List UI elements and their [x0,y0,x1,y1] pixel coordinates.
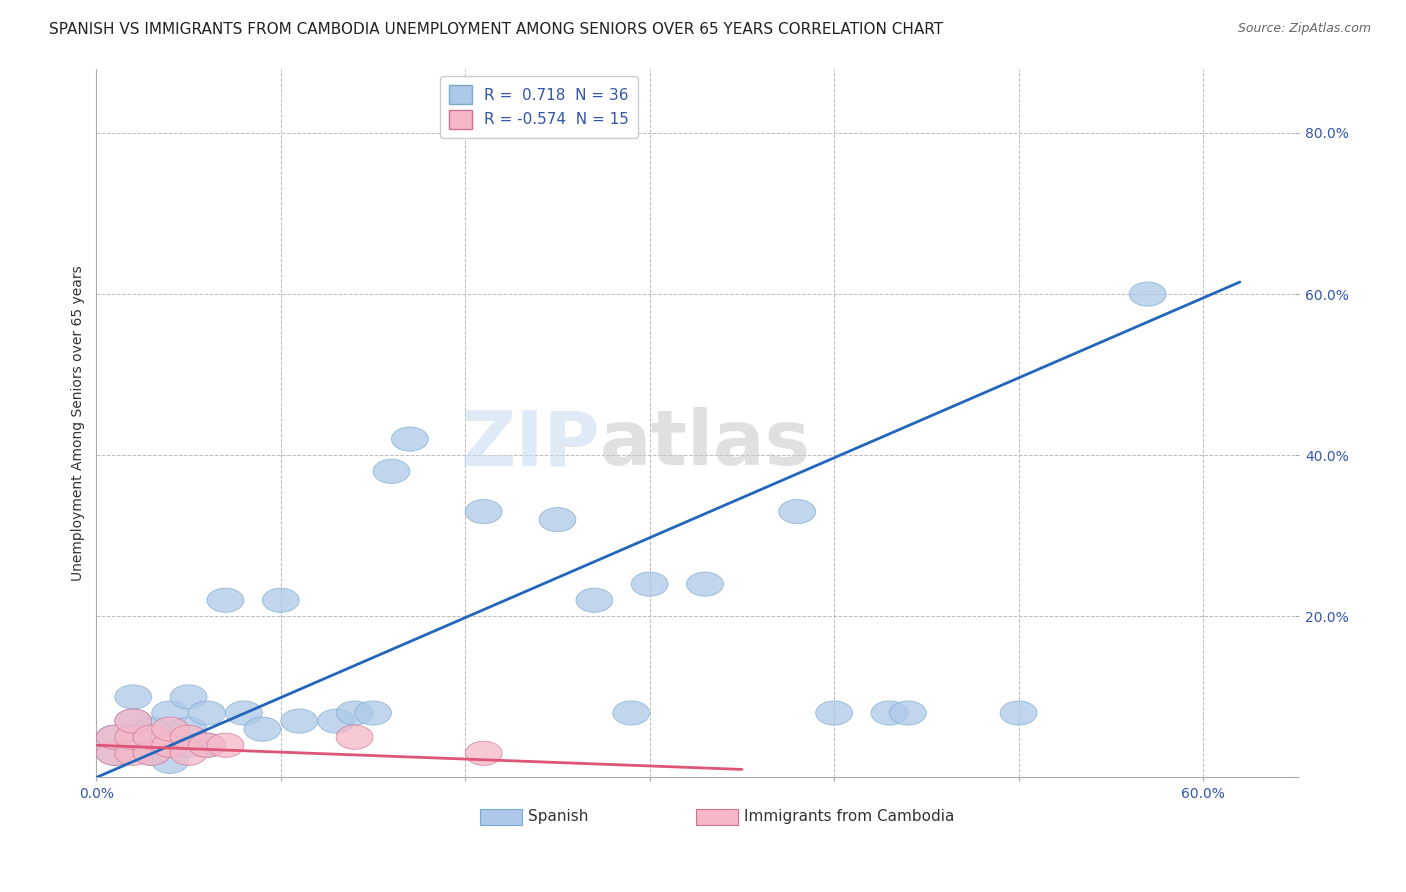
Ellipse shape [134,725,170,749]
Ellipse shape [134,741,170,765]
Text: ZIP: ZIP [460,408,600,482]
Ellipse shape [152,749,188,773]
Ellipse shape [134,741,170,765]
Ellipse shape [170,685,207,709]
Ellipse shape [152,733,188,757]
Ellipse shape [152,717,188,741]
Ellipse shape [318,709,354,733]
Ellipse shape [152,701,188,725]
Ellipse shape [170,725,207,749]
Ellipse shape [134,717,170,741]
Ellipse shape [115,709,152,733]
Ellipse shape [631,572,668,596]
Ellipse shape [1129,282,1166,306]
Text: Spanish: Spanish [527,809,588,824]
Text: atlas: atlas [600,408,811,482]
Ellipse shape [815,701,852,725]
Ellipse shape [465,500,502,524]
Ellipse shape [115,709,152,733]
Ellipse shape [243,717,281,741]
Legend: R =  0.718  N = 36, R = -0.574  N = 15: R = 0.718 N = 36, R = -0.574 N = 15 [440,76,638,138]
Ellipse shape [538,508,576,532]
Ellipse shape [188,701,225,725]
Ellipse shape [170,717,207,741]
Ellipse shape [336,701,373,725]
Ellipse shape [576,588,613,612]
Ellipse shape [779,500,815,524]
Ellipse shape [870,701,908,725]
FancyBboxPatch shape [479,809,522,825]
Text: SPANISH VS IMMIGRANTS FROM CAMBODIA UNEMPLOYMENT AMONG SENIORS OVER 65 YEARS COR: SPANISH VS IMMIGRANTS FROM CAMBODIA UNEM… [49,22,943,37]
Text: Immigrants from Cambodia: Immigrants from Cambodia [744,809,955,824]
FancyBboxPatch shape [696,809,738,825]
Ellipse shape [207,733,243,757]
Ellipse shape [686,572,724,596]
Ellipse shape [613,701,650,725]
Ellipse shape [373,459,411,483]
Ellipse shape [354,701,391,725]
Ellipse shape [281,709,318,733]
Ellipse shape [97,741,134,765]
Ellipse shape [115,725,152,749]
Ellipse shape [170,741,207,765]
Ellipse shape [115,733,152,757]
Ellipse shape [225,701,263,725]
Y-axis label: Unemployment Among Seniors over 65 years: Unemployment Among Seniors over 65 years [72,265,86,581]
Ellipse shape [115,685,152,709]
Ellipse shape [465,741,502,765]
Ellipse shape [97,725,134,749]
Ellipse shape [115,741,152,765]
Ellipse shape [890,701,927,725]
Ellipse shape [188,733,225,757]
Ellipse shape [188,733,225,757]
Ellipse shape [170,733,207,757]
Ellipse shape [97,725,134,749]
Ellipse shape [1000,701,1038,725]
Ellipse shape [391,427,429,451]
Ellipse shape [263,588,299,612]
Ellipse shape [207,588,243,612]
Text: Source: ZipAtlas.com: Source: ZipAtlas.com [1237,22,1371,36]
Ellipse shape [336,725,373,749]
Ellipse shape [97,741,134,765]
